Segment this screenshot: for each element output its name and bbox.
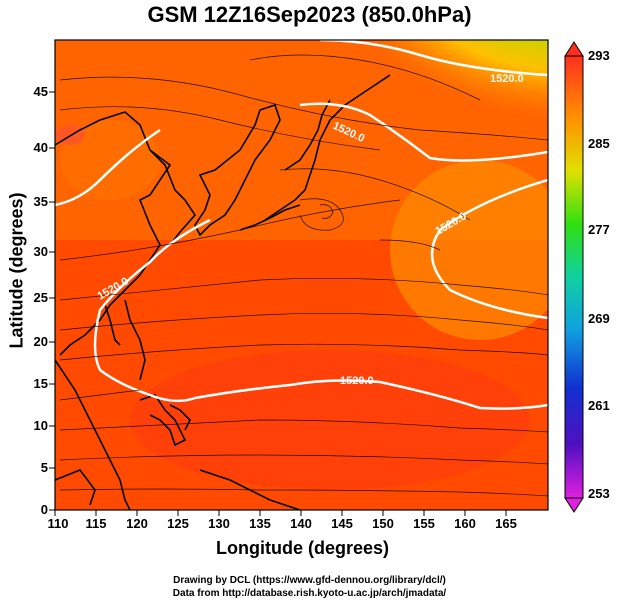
colorbar [564,41,584,513]
x-tick-label: 150 [372,516,394,531]
y-tick-label: 30 [33,244,48,259]
chart-title: GSM 12Z16Sep2023 (850.0hPa) [147,2,472,27]
x-tick-label: 130 [208,516,230,531]
colorbar-tick-label: 293 [588,48,610,63]
y-tick-label: 10 [33,418,48,433]
warm-pool-east [390,160,548,340]
x-tick-label: 115 [85,516,107,531]
colorbar-tick-label: 285 [588,136,610,151]
y-tick-label: 35 [33,194,48,209]
credit-drawing: Drawing by DCL (https://www.gfd-dennou.o… [173,575,446,586]
colorbar-tick-label: 269 [588,311,610,326]
x-tick-label: 135 [249,516,271,531]
colorbar-upper-arrow [564,41,584,57]
y-tick-label: 5 [40,460,48,475]
y-tick-label: 40 [33,140,48,155]
map-plot-area [55,40,548,510]
x-tick-label: 120 [126,516,148,531]
x-tick-label: 110 [47,516,69,531]
y-tick-label: 15 [33,376,48,391]
x-tick-label: 140 [290,516,312,531]
x-tick-label: 145 [331,516,353,531]
colorbar-lower-arrow [564,497,584,513]
contour-lines [55,40,548,410]
y-tick-label: 45 [33,84,48,99]
colorbar-tick-label: 253 [588,486,610,501]
y-axis-label: Latitude (degrees) [6,192,27,349]
x-tick-label: 125 [167,516,189,531]
cold-region-northeast [300,40,548,185]
contour-label-ne: 1520.0 [490,73,524,85]
y-tick-label: 0 [40,502,48,517]
axis-ticks [49,91,507,516]
credit-data-source: Data from http://database.rish.kyoto-u.a… [172,588,447,599]
colorbar-tick-label: 261 [588,398,610,413]
contour-label-south: 1520.0 [340,375,374,387]
streamlines [59,54,548,497]
y-tick-label: 25 [33,290,48,305]
x-axis-label: Longitude (degrees) [215,538,389,558]
x-tick-label: 155 [413,516,435,531]
colorbar-tick-label: 277 [588,222,610,237]
x-tick-label: 160 [454,516,476,531]
y-tick-label: 20 [33,334,48,349]
x-tick-label: 165 [495,516,517,531]
